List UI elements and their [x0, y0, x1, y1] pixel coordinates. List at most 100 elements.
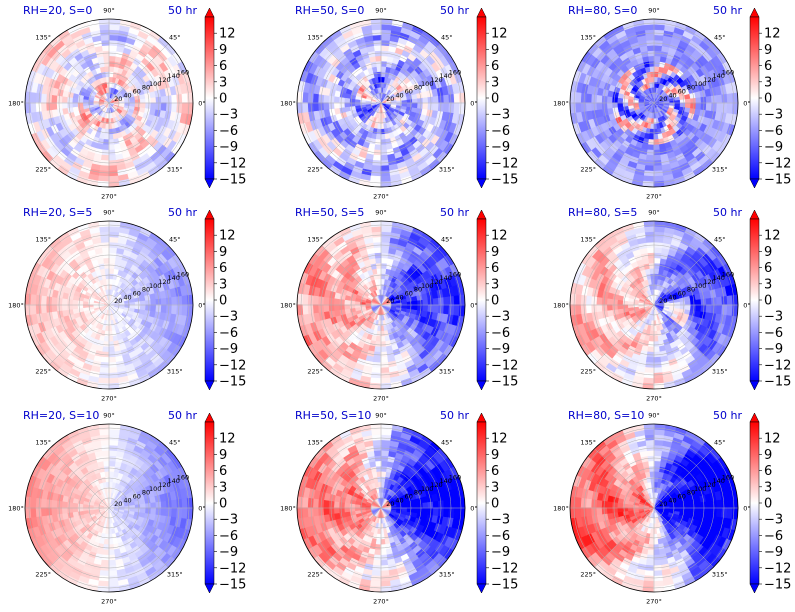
colorbar-extend-max	[204, 209, 215, 220]
heatmap-cell	[176, 92, 183, 104]
heatmap-cell	[622, 300, 629, 306]
heatmap-cell	[380, 165, 391, 172]
heatmap-cell	[380, 34, 391, 41]
colorbar-tick-label: −6	[491, 124, 510, 139]
radial-label: 160	[449, 270, 461, 278]
heatmap-cell	[380, 377, 392, 385]
heatmap-cell	[653, 60, 660, 67]
heatmap-cell	[102, 144, 110, 151]
heatmap-cell	[312, 304, 319, 315]
angle-label: 0°	[470, 302, 477, 310]
polar-grid	[570, 221, 738, 389]
heatmap-cell	[40, 295, 47, 306]
colorbar-tick-label: 6	[764, 261, 772, 276]
heatmap-cell	[370, 231, 382, 238]
heatmap-cell	[61, 298, 68, 306]
angle-label: 180°	[553, 302, 569, 310]
heatmap-cell	[374, 346, 382, 353]
heatmap-cell	[585, 304, 592, 315]
heatmap-cell	[99, 367, 110, 374]
radial-label: 100	[149, 80, 161, 88]
colorbar-tick-label: 0	[491, 294, 499, 309]
heatmap-cell	[432, 304, 440, 314]
heatmap-cell	[40, 102, 47, 113]
heatmap-cell	[343, 299, 351, 306]
heatmap-cell	[380, 65, 387, 73]
heatmap-cell	[448, 102, 455, 114]
heatmap-cell	[108, 170, 120, 177]
heatmap-cell	[50, 296, 58, 306]
heatmap-cell	[61, 96, 68, 104]
angle-label: 90°	[648, 209, 660, 217]
angle-label: 270°	[646, 193, 662, 201]
radial-label: 80	[142, 84, 150, 92]
heatmap-cell	[611, 97, 618, 104]
heatmap-cell	[690, 102, 697, 109]
heatmap-cell	[716, 304, 723, 315]
heatmap-cell	[171, 93, 178, 104]
heatmap-cell	[422, 304, 429, 312]
radial-label: 40	[395, 91, 403, 99]
heatmap-cell	[726, 102, 734, 114]
heatmap-cell	[585, 102, 592, 113]
heatmap-cell	[102, 346, 110, 353]
heatmap-cell	[105, 325, 110, 332]
heatmap-cell	[574, 92, 582, 104]
heatmap-cell	[422, 102, 429, 110]
heatmap-cell	[370, 23, 382, 31]
heatmap-cell	[29, 304, 37, 316]
panel-title: RH=50, S=0	[295, 4, 364, 17]
heatmap-cell	[312, 93, 319, 104]
heatmap-cell	[653, 71, 659, 78]
heatmap-cell	[312, 102, 319, 113]
colorbar-extend-max	[204, 7, 215, 18]
heatmap-cell	[108, 55, 116, 62]
heatmap-cell	[371, 34, 382, 41]
heatmap-cell	[417, 102, 424, 109]
angle-label: 0°	[198, 100, 205, 108]
heatmap-cell	[643, 231, 655, 238]
colorbar-tick-label: 9	[764, 245, 772, 260]
heatmap-cell	[653, 367, 664, 374]
heatmap-cell	[181, 294, 189, 306]
heatmap-cell	[622, 98, 629, 104]
heatmap-cell	[448, 294, 455, 306]
heatmap-cell	[653, 257, 661, 264]
colorbar-tick-label: 3	[764, 75, 772, 90]
angle-label: 0°	[470, 100, 477, 108]
angle-label: 225°	[307, 165, 323, 173]
colorbar-tick-label: −9	[491, 140, 510, 155]
colorbar-extend-min	[476, 178, 487, 189]
angle-label: 135°	[35, 236, 51, 244]
angular-gridline	[49, 102, 110, 163]
heatmap-cell	[650, 123, 655, 130]
heatmap-cell	[417, 304, 424, 311]
colorbar-tick-label: −12	[491, 358, 518, 373]
panel-time: 50 hr	[713, 4, 742, 17]
heatmap-cell	[643, 29, 655, 36]
heatmap-cell	[649, 128, 655, 135]
heatmap-cell	[695, 304, 702, 312]
heatmap-cell	[370, 29, 382, 36]
heatmap-cell	[181, 92, 189, 104]
heatmap-cell	[370, 225, 382, 233]
heatmap-cell	[100, 154, 110, 162]
colorbar-tick-label: −15	[219, 173, 246, 188]
heatmap-cell	[580, 304, 587, 316]
heatmap-cell	[653, 76, 658, 83]
angle-label: 90°	[103, 209, 115, 217]
radial-label: 160	[177, 68, 189, 76]
colorbar-extend-min	[749, 178, 760, 189]
heatmap-cell	[453, 304, 461, 316]
heatmap-cell	[453, 102, 461, 114]
colorbar-tick-label: −15	[491, 173, 518, 188]
colorbar-tick-label: 0	[219, 294, 227, 309]
heatmap-cell	[40, 93, 47, 104]
heatmap-cell	[139, 304, 147, 311]
colorbar-tick-label: −9	[764, 342, 783, 357]
heatmap-cell	[99, 165, 110, 172]
colorbar-tick-label: −9	[491, 342, 510, 357]
heatmap-cell	[108, 236, 119, 243]
heatmap-cell	[100, 356, 110, 364]
heatmap-cell	[29, 102, 37, 114]
